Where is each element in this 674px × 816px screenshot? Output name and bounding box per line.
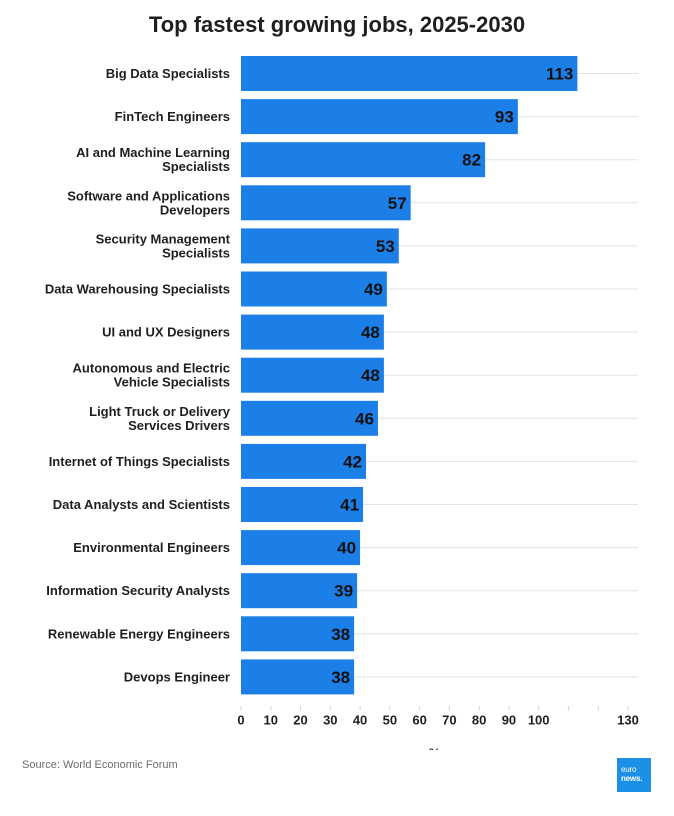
category-label-line: UI and UX Designers <box>102 325 230 340</box>
bar <box>241 142 486 178</box>
category-label-line: Information Security Analysts <box>46 583 230 598</box>
x-axis-label: % <box>429 746 441 751</box>
category-label-line: Internet of Things Specialists <box>49 454 230 469</box>
category-label-line: Devops Engineer <box>124 669 230 684</box>
category-label-line: Light Truck or Delivery <box>89 404 231 419</box>
x-tick-label: 60 <box>412 713 426 728</box>
bar <box>241 271 387 307</box>
data-label: 82 <box>462 151 481 170</box>
x-tick-label: 70 <box>442 713 456 728</box>
category-label-line: Data Warehousing Specialists <box>45 282 230 297</box>
bar <box>241 616 355 652</box>
bar <box>241 56 578 91</box>
chart-title: Top fastest growing jobs, 2025-2030 <box>148 12 526 37</box>
category-label-line: Autonomous and Electric <box>73 361 230 376</box>
logo-line-1: euro <box>621 765 637 774</box>
bar <box>241 530 361 566</box>
bar <box>241 228 399 264</box>
data-label: 42 <box>343 452 362 471</box>
x-tick-label: 90 <box>502 713 516 728</box>
category-label-line: Renewable Energy Engineers <box>48 626 230 641</box>
category-label: FinTech Engineers <box>115 109 230 124</box>
category-label-line: Specialists <box>162 245 230 260</box>
bar-chart: 113 Big Data Specialists 93 FinTech Enginee… <box>45 56 639 751</box>
data-label: 41 <box>340 496 359 515</box>
bar <box>241 573 358 609</box>
category-label-line: Big Data Specialists <box>106 66 230 81</box>
source-note: Source: World Economic Forum <box>22 759 178 771</box>
category-label-line: Environmental Engineers <box>73 540 230 555</box>
x-tick-label: 100 <box>528 713 550 728</box>
bar <box>241 185 411 221</box>
x-tick-label: 20 <box>293 713 307 728</box>
x-tick-label: 0 <box>237 713 244 728</box>
category-label-line: Software and Applications <box>67 188 230 203</box>
category-label: Software and Applications Developers <box>67 188 230 217</box>
category-label: Data Analysts and Scientists <box>53 497 230 512</box>
bar <box>241 487 364 522</box>
bar <box>241 314 384 350</box>
category-label-line: AI and Machine Learning <box>76 145 230 160</box>
category-label-line: Developers <box>160 202 230 217</box>
category-label-line: Specialists <box>162 159 230 174</box>
data-label: 93 <box>495 108 514 127</box>
data-label: 39 <box>334 582 353 601</box>
category-label: Environmental Engineers <box>73 540 230 555</box>
x-tick-label: 40 <box>353 713 367 728</box>
category-label: Autonomous and Electric Vehicle Specialis… <box>73 361 230 390</box>
category-label-line: FinTech Engineers <box>115 109 230 124</box>
data-label: 113 <box>546 65 573 84</box>
data-label: 38 <box>331 625 350 644</box>
x-tick-label: 30 <box>323 713 337 728</box>
category-label: Renewable Energy Engineers <box>48 626 230 641</box>
category-label: Devops Engineer <box>124 669 230 684</box>
data-label: 57 <box>388 194 407 213</box>
category-label: Light Truck or Delivery Services Drivers <box>89 404 231 433</box>
category-label: Data Warehousing Specialists <box>45 282 230 297</box>
data-label: 48 <box>361 366 380 385</box>
category-label-line: Security Management <box>96 231 231 246</box>
x-tick-label: 50 <box>383 713 397 728</box>
category-label-line: Vehicle Specialists <box>114 375 230 390</box>
category-label: Internet of Things Specialists <box>49 454 230 469</box>
data-label: 48 <box>361 323 380 342</box>
category-label-line: Services Drivers <box>128 418 230 433</box>
data-label: 46 <box>355 409 374 428</box>
bar <box>241 443 367 479</box>
data-label: 38 <box>331 668 350 687</box>
data-label: 53 <box>376 237 395 256</box>
bar <box>241 99 518 135</box>
category-label: Big Data Specialists <box>106 66 230 81</box>
x-tick-label: 10 <box>264 713 278 728</box>
data-label: 40 <box>337 539 356 558</box>
bar <box>241 357 384 393</box>
category-label-line: Data Analysts and Scientists <box>53 497 230 512</box>
x-tick-label: 80 <box>472 713 486 728</box>
euronews-logo: euro news. <box>617 758 651 792</box>
category-label: UI and UX Designers <box>102 325 230 340</box>
logo-line-2: news. <box>621 774 643 783</box>
data-label: 49 <box>364 280 383 299</box>
category-label: AI and Machine Learning Specialists <box>76 145 230 174</box>
bar <box>241 659 355 695</box>
bar <box>241 400 378 436</box>
category-label: Security Management Specialists <box>96 231 231 260</box>
x-tick-label: 130 <box>617 713 639 728</box>
category-label: Information Security Analysts <box>46 583 230 598</box>
